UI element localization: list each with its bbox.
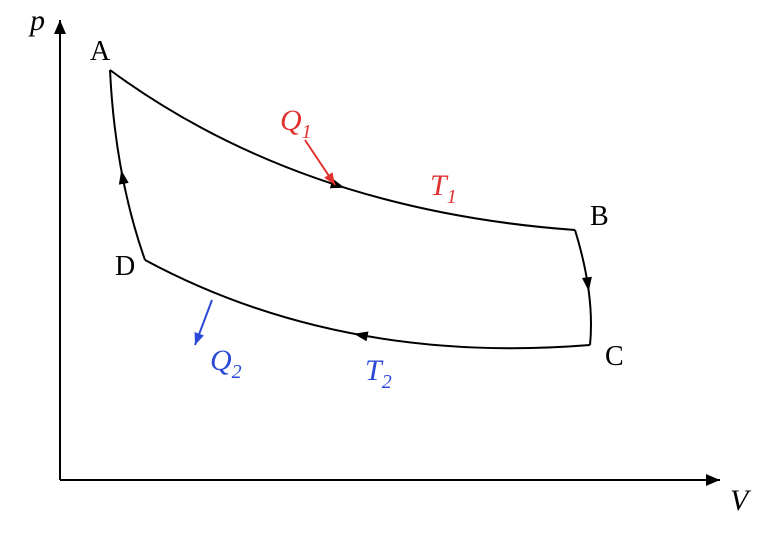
- label-T2: T2: [365, 354, 392, 393]
- label-T1: T1: [430, 169, 457, 208]
- arrow-CD: [354, 331, 369, 341]
- label-Q2: Q2: [210, 344, 242, 383]
- y-axis-label: p: [28, 4, 45, 37]
- label-Q1: Q1: [280, 104, 312, 143]
- x-axis-arrow: [706, 474, 720, 486]
- point-label-B: B: [590, 201, 609, 232]
- arrow-Q2-head: [195, 332, 204, 345]
- pv-diagram: Vp A B C D T1 T2 Q1 Q2: [0, 0, 770, 546]
- arrow-BC: [582, 277, 592, 292]
- point-label-A: A: [90, 36, 111, 67]
- x-axis-label: V: [730, 484, 752, 517]
- y-axis-arrow: [54, 20, 66, 34]
- curve-DA: [110, 70, 145, 260]
- point-label-C: C: [605, 341, 624, 372]
- point-label-D: D: [115, 251, 135, 282]
- arrow-DA: [119, 170, 129, 185]
- curve-AB: [110, 70, 575, 230]
